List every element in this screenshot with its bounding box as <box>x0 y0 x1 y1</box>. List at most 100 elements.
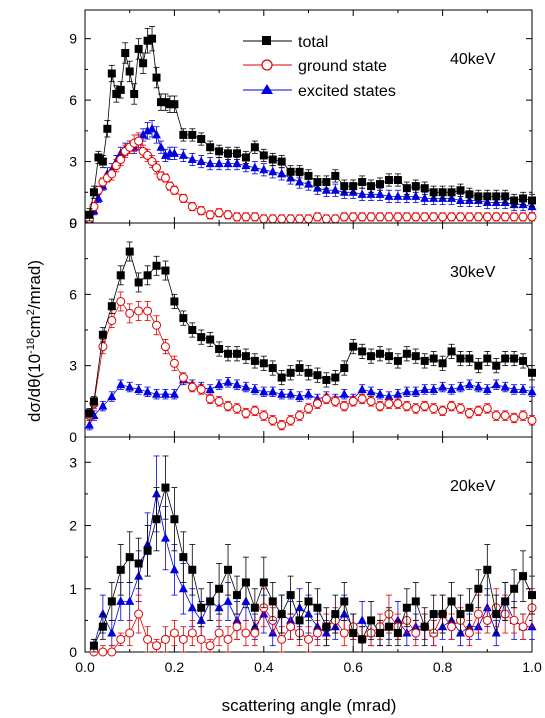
data-point-excited-states <box>98 401 108 410</box>
data-point-total <box>465 354 474 363</box>
data-point-ground-state <box>152 320 162 330</box>
x-tick-label: 0.0 <box>75 659 95 675</box>
data-point-total <box>322 178 331 187</box>
data-point-excited-states <box>107 391 117 401</box>
data-point-total <box>94 153 103 162</box>
data-point-total <box>501 192 510 201</box>
data-point-total <box>340 182 349 191</box>
data-point-total <box>107 597 116 606</box>
data-point-ground-state <box>295 214 305 224</box>
data-point-total <box>268 155 277 164</box>
data-point-excited-states <box>232 158 242 168</box>
data-point-ground-state <box>196 384 206 394</box>
data-point-ground-state <box>250 406 260 416</box>
data-point-total <box>130 89 139 98</box>
data-point-ground-state <box>259 214 269 224</box>
data-point-ground-state <box>321 214 331 224</box>
data-point-total <box>259 151 268 160</box>
data-point-excited-states <box>169 389 179 398</box>
data-point-ground-state <box>464 628 474 638</box>
data-point-ground-state <box>411 403 421 413</box>
x-tick-label: 0.2 <box>165 659 185 675</box>
data-point-ground-state <box>98 342 108 352</box>
data-point-total <box>224 349 233 358</box>
data-point-ground-state <box>455 403 465 413</box>
data-point-excited-states <box>138 129 148 139</box>
data-point-total <box>232 149 241 158</box>
data-point-ground-state <box>205 210 215 220</box>
panels: 0 3 6 9 40keV 0 3 6 9 30keV 0.0 0.2 0.4 0.6 0.8 1.0 0 1 2 3… <box>69 9 542 675</box>
data-point-excited-states <box>259 164 269 174</box>
data-point-total <box>402 349 411 358</box>
data-point-ground-state <box>178 634 188 644</box>
data-point-excited-states <box>330 185 340 194</box>
y-tick-label: 2 <box>69 518 77 534</box>
data-point-excited-states <box>402 386 412 396</box>
data-point-total <box>367 352 376 361</box>
data-point-ground-state <box>295 411 305 421</box>
data-point-total <box>250 143 259 152</box>
data-point-total <box>89 397 98 406</box>
data-point-excited-states <box>393 389 403 398</box>
data-point-total <box>438 610 447 619</box>
x-tick-label: 0.8 <box>433 659 453 675</box>
data-point-total <box>456 354 465 363</box>
data-point-excited-states <box>160 389 170 398</box>
data-point-ground-state <box>107 315 117 325</box>
data-point-total <box>331 171 340 180</box>
data-point-total <box>170 515 179 524</box>
data-point-total <box>277 610 286 619</box>
data-point-ground-state <box>196 206 206 216</box>
data-point-total <box>519 572 528 581</box>
data-point-excited-states <box>420 384 430 393</box>
data-point-ground-state <box>482 403 492 413</box>
data-point-ground-state <box>482 615 492 625</box>
data-point-excited-states <box>152 129 162 139</box>
data-point-total <box>215 584 224 593</box>
data-point-total <box>224 565 233 574</box>
data-point-ground-state <box>152 163 162 173</box>
data-point-total <box>277 157 286 166</box>
data-point-excited-states <box>134 384 144 393</box>
data-point-ground-state <box>241 628 251 638</box>
data-point-total <box>376 180 385 189</box>
data-point-ground-state <box>527 212 537 222</box>
data-point-total <box>250 356 259 365</box>
series-line-ground-state <box>89 140 532 220</box>
data-point-ground-state <box>286 415 296 425</box>
data-point-total <box>438 188 447 197</box>
data-point-excited-states <box>366 189 376 198</box>
data-point-total <box>501 354 510 363</box>
data-point-ground-state <box>357 212 367 222</box>
data-point-total <box>125 247 134 256</box>
legend-item-excited-states: excited states <box>243 83 396 100</box>
data-point-total <box>384 622 393 631</box>
data-point-excited-states <box>295 391 305 401</box>
data-point-total <box>116 565 125 574</box>
data-point-ground-state <box>143 306 153 316</box>
data-point-excited-states <box>482 602 492 612</box>
data-point-ground-state <box>518 622 528 632</box>
data-point-excited-states <box>223 377 233 386</box>
data-point-total <box>519 356 528 365</box>
data-point-total <box>232 349 241 358</box>
data-point-ground-state <box>339 401 349 411</box>
data-point-total <box>170 297 179 306</box>
data-point-total <box>313 371 322 380</box>
data-point-total <box>447 347 456 356</box>
data-point-ground-state <box>187 382 197 392</box>
data-point-total <box>340 597 349 606</box>
data-point-excited-states <box>411 386 421 396</box>
data-point-excited-states <box>107 628 117 637</box>
data-point-ground-state <box>116 155 126 165</box>
y-tick-label: 9 <box>69 31 77 47</box>
data-point-ground-state <box>268 214 278 224</box>
data-point-total <box>349 182 358 191</box>
data-point-excited-states <box>304 179 313 188</box>
data-point-total <box>358 635 367 644</box>
data-point-ground-state <box>160 173 170 183</box>
series-ground-state <box>84 291 537 431</box>
data-point-ground-state <box>393 212 403 222</box>
data-point-total <box>139 59 148 68</box>
data-point-total <box>474 584 483 593</box>
